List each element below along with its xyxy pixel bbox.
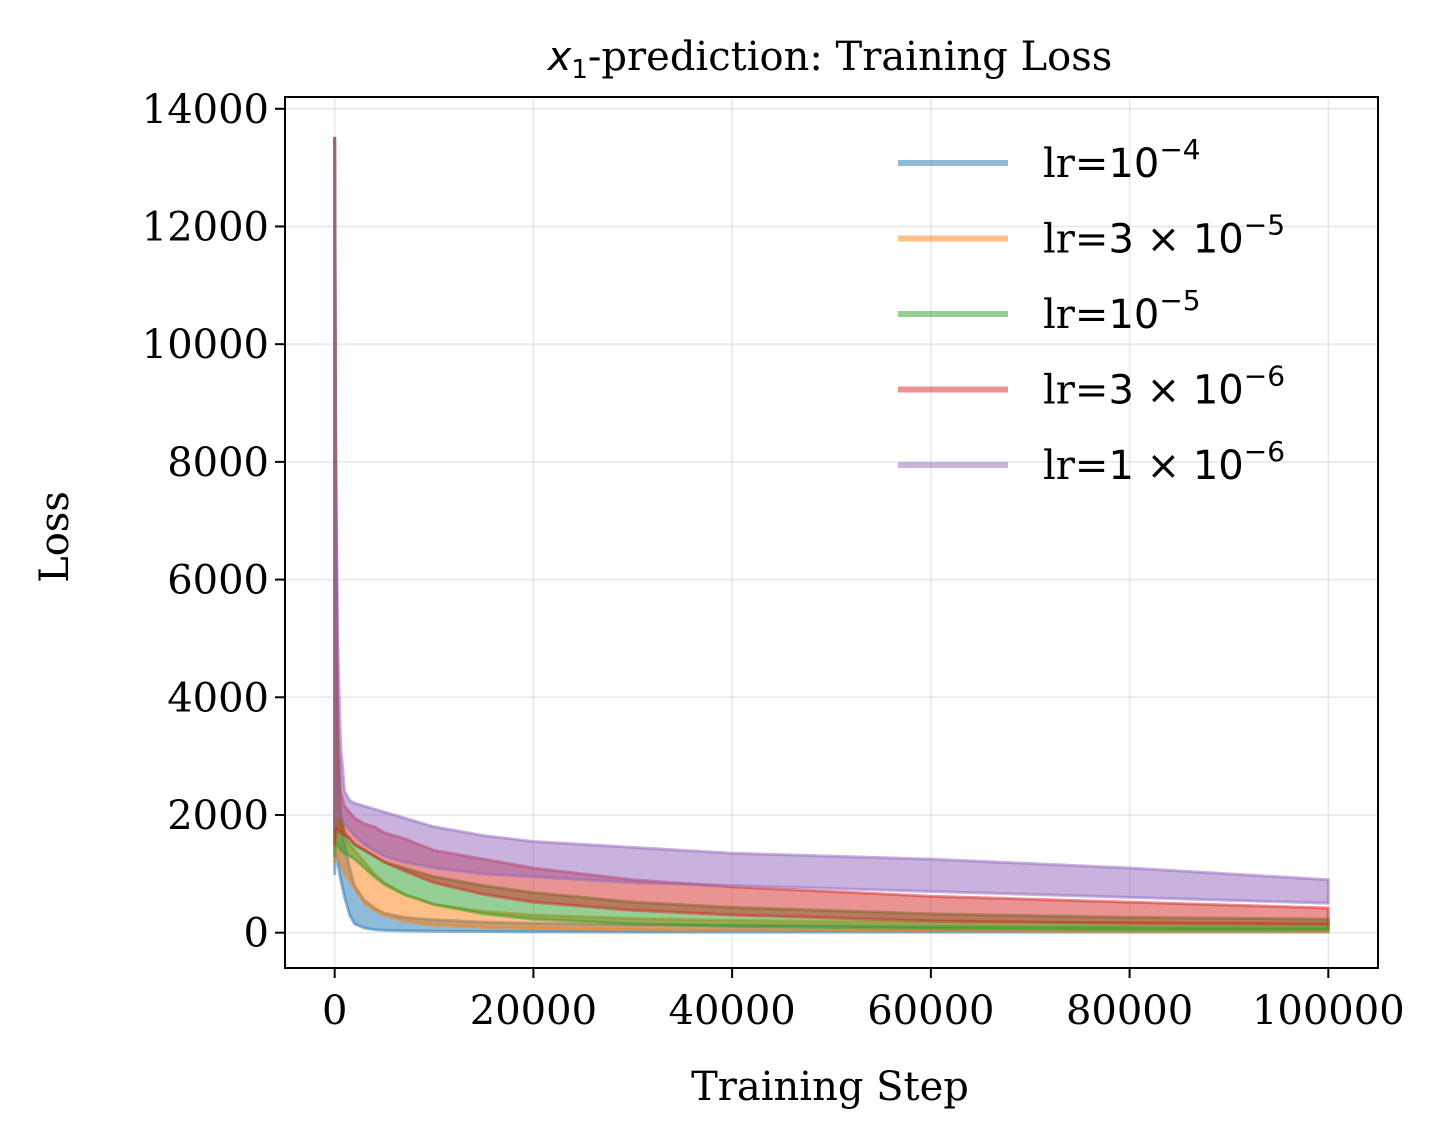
legend: lr=10−4lr=3 × 10−5lr=10−5lr=3 × 10−6lr=1… bbox=[898, 133, 1285, 489]
legend-label-prefix: lr= bbox=[1043, 141, 1108, 187]
x-ticks: 0 20000 40000 60000 80000 100000 bbox=[322, 968, 1405, 1034]
legend-label-1: lr=10−4 bbox=[1043, 133, 1201, 187]
x-tick-label: 60000 bbox=[867, 988, 994, 1034]
x-tick-label: 40000 bbox=[669, 988, 796, 1034]
x-tick-label: 20000 bbox=[470, 988, 597, 1034]
title-var: x bbox=[546, 34, 572, 80]
legend-label-prefix: lr= bbox=[1043, 292, 1108, 338]
grid bbox=[285, 97, 1378, 968]
legend-label-math: 3 × 10 bbox=[1108, 217, 1243, 263]
y-tick-label: 12000 bbox=[142, 204, 269, 250]
legend-label-prefix: lr= bbox=[1043, 368, 1108, 414]
y-ticks: 0 2000 4000 6000 8000 10000 12000 14000 bbox=[142, 87, 285, 957]
legend-label-math: 1 × 10 bbox=[1108, 443, 1243, 489]
plot-frame bbox=[284, 96, 1379, 969]
legend-label-exp: −6 bbox=[1244, 360, 1285, 393]
legend-label-3: lr=10−5 bbox=[1043, 284, 1201, 338]
series-group bbox=[333, 136, 1330, 934]
legend-label-exp: −5 bbox=[1244, 209, 1285, 242]
title-sub: 1 bbox=[571, 55, 588, 85]
x-tick-label: 80000 bbox=[1066, 988, 1193, 1034]
y-tick-label: 2000 bbox=[167, 793, 269, 839]
legend-label-exp: −4 bbox=[1159, 133, 1200, 166]
legend-label-2: lr=3 × 10−5 bbox=[1043, 209, 1285, 263]
legend-label-5: lr=1 × 10−6 bbox=[1043, 435, 1285, 489]
x-tick-label: 0 bbox=[322, 988, 347, 1034]
legend-label-exp: −5 bbox=[1159, 284, 1200, 317]
legend-label-math: 10 bbox=[1108, 292, 1159, 338]
y-tick-label: 0 bbox=[244, 911, 269, 957]
legend-label-math: 10 bbox=[1108, 141, 1159, 187]
legend-label-exp: −6 bbox=[1244, 435, 1285, 468]
y-tick-label: 8000 bbox=[167, 440, 269, 486]
y-axis-label: Loss bbox=[32, 491, 78, 583]
series-band-5 bbox=[333, 136, 1330, 905]
legend-label-prefix: lr= bbox=[1043, 217, 1108, 263]
legend-label-prefix: lr= bbox=[1043, 443, 1108, 489]
y-tick-label: 4000 bbox=[167, 675, 269, 721]
x-tick-label: 100000 bbox=[1252, 988, 1405, 1034]
legend-label-math: 3 × 10 bbox=[1108, 368, 1243, 414]
x-axis-label: Training Step bbox=[691, 1064, 969, 1110]
title-text: -prediction: Training Loss bbox=[588, 34, 1112, 80]
y-tick-label: 6000 bbox=[167, 558, 269, 604]
y-tick-label: 10000 bbox=[142, 322, 269, 368]
legend-label-4: lr=3 × 10−6 bbox=[1043, 360, 1285, 414]
y-tick-label: 14000 bbox=[142, 87, 269, 133]
chart-title: x1-prediction: Training Loss bbox=[546, 34, 1113, 85]
